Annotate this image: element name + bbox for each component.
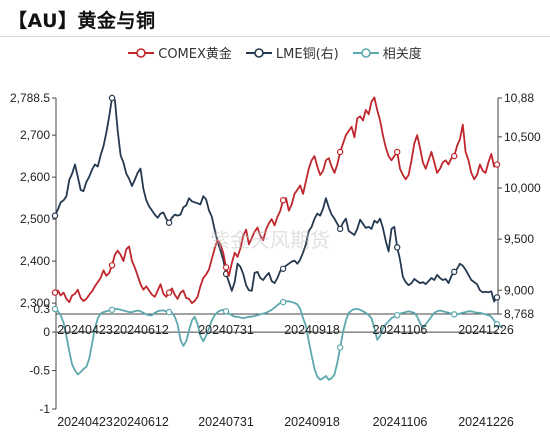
- corr-series-point: [51, 305, 59, 313]
- corr-series-point: [493, 321, 501, 328]
- x-tick-label-top: 20240612: [113, 323, 169, 337]
- gold-series-point: [222, 264, 230, 271]
- y-right-tick-label: 8,768: [504, 307, 534, 321]
- x-tick-label-top: 20241226: [458, 323, 514, 337]
- x-tick-label-top: 20240918: [284, 323, 340, 337]
- gold-series-point: [279, 197, 287, 204]
- legend-label-corr: 相关度: [382, 47, 422, 62]
- x-tick-label-bottom: 20240423: [57, 415, 113, 429]
- circle-marker-icon: [136, 47, 147, 58]
- gold-series-point: [451, 152, 458, 160]
- corr-series-point: [279, 298, 287, 306]
- gold-series-point: [393, 148, 401, 156]
- corr-series-point: [451, 311, 458, 318]
- corr-series-point: [108, 306, 116, 313]
- corr-tick-label: -0.5: [29, 364, 50, 378]
- x-tick-label-bottom: 20241226: [458, 415, 514, 429]
- chart-title: 【AU】黄金与铜: [8, 10, 156, 32]
- copper-series-point: [451, 268, 458, 276]
- y-left-tick-label: 2,400: [20, 254, 50, 268]
- copper-series-point: [279, 265, 287, 272]
- gold-series-point: [336, 148, 344, 156]
- copper-series-line: [54, 97, 498, 303]
- circle-marker-icon: [254, 47, 264, 58]
- copper-series-point: [336, 225, 344, 233]
- legend-swatch-corr: [352, 47, 379, 58]
- legend-item-gold[interactable]: COMEX黄金: [128, 43, 232, 62]
- legend-item-corr[interactable]: 相关度: [352, 43, 422, 62]
- legend-label-copper: LME铜(右): [275, 47, 339, 62]
- circle-marker-icon: [360, 47, 371, 58]
- watermark: 紫金天风期货: [210, 228, 330, 252]
- legend-label-gold: COMEX黄金: [158, 47, 232, 62]
- legend-swatch-gold: [128, 47, 155, 58]
- title-divider: [0, 36, 550, 37]
- label-layer: 2,300 2,400 2,500 2,600 2,700 2,788.5 8,768 9,0…: [10, 91, 541, 429]
- y-left-tick-label: 2,500: [20, 212, 50, 226]
- x-tick-label-bottom: 20241106: [373, 415, 428, 429]
- corr-series-point: [165, 308, 173, 316]
- corr-series-point: [222, 308, 230, 315]
- corr-series-point: [336, 344, 344, 351]
- y-right-tick-label: 9,000: [504, 283, 534, 297]
- copper-series-point: [108, 94, 116, 102]
- series-layer: [51, 94, 504, 381]
- y-right-tick-label: 9,500: [504, 232, 534, 246]
- gold-series-line: [54, 96, 498, 304]
- x-tick-label-bottom: 20240731: [198, 415, 254, 429]
- x-tick-label-bottom: 20240918: [284, 415, 340, 429]
- y-right-tick-label: 10,500: [504, 130, 541, 144]
- x-tick-label-top: 20240731: [198, 323, 254, 337]
- gold-series-point: [108, 262, 116, 269]
- copper-series-point: [165, 219, 173, 226]
- gold-series-point: [51, 289, 59, 296]
- corr-tick-label: 0.3: [33, 302, 50, 316]
- x-tick-label-top: 20241106: [373, 323, 428, 337]
- corr-tick-label: -1: [39, 402, 50, 416]
- copper-series-point: [393, 244, 401, 251]
- gold-series-point: [165, 289, 173, 296]
- y-left-tick-label: 2,700: [20, 128, 50, 142]
- y-left-tick-label: 2,300: [20, 296, 50, 310]
- x-tick-label-bottom: 20240612: [113, 415, 169, 429]
- legend-item-copper[interactable]: LME铜(右): [245, 43, 339, 62]
- corr-series-point: [393, 311, 401, 319]
- x-tick-label-top: 20240423: [57, 323, 113, 337]
- gold-series-point: [493, 161, 501, 168]
- legend[interactable]: COMEX黄金 LME铜(右) 相关度: [0, 43, 550, 62]
- y-left-tick-label: 2,600: [20, 170, 50, 184]
- corr-series-line: [54, 300, 504, 381]
- legend-swatch-copper: [245, 47, 272, 58]
- y-left-tick-label: 2,788.5: [10, 91, 50, 105]
- copper-series-point: [51, 212, 59, 219]
- y-right-tick-label: 10,88: [504, 91, 534, 105]
- corr-tick-label: 0: [43, 325, 50, 339]
- y-right-tick-label: 10,000: [504, 181, 541, 195]
- copper-series-point: [493, 294, 501, 301]
